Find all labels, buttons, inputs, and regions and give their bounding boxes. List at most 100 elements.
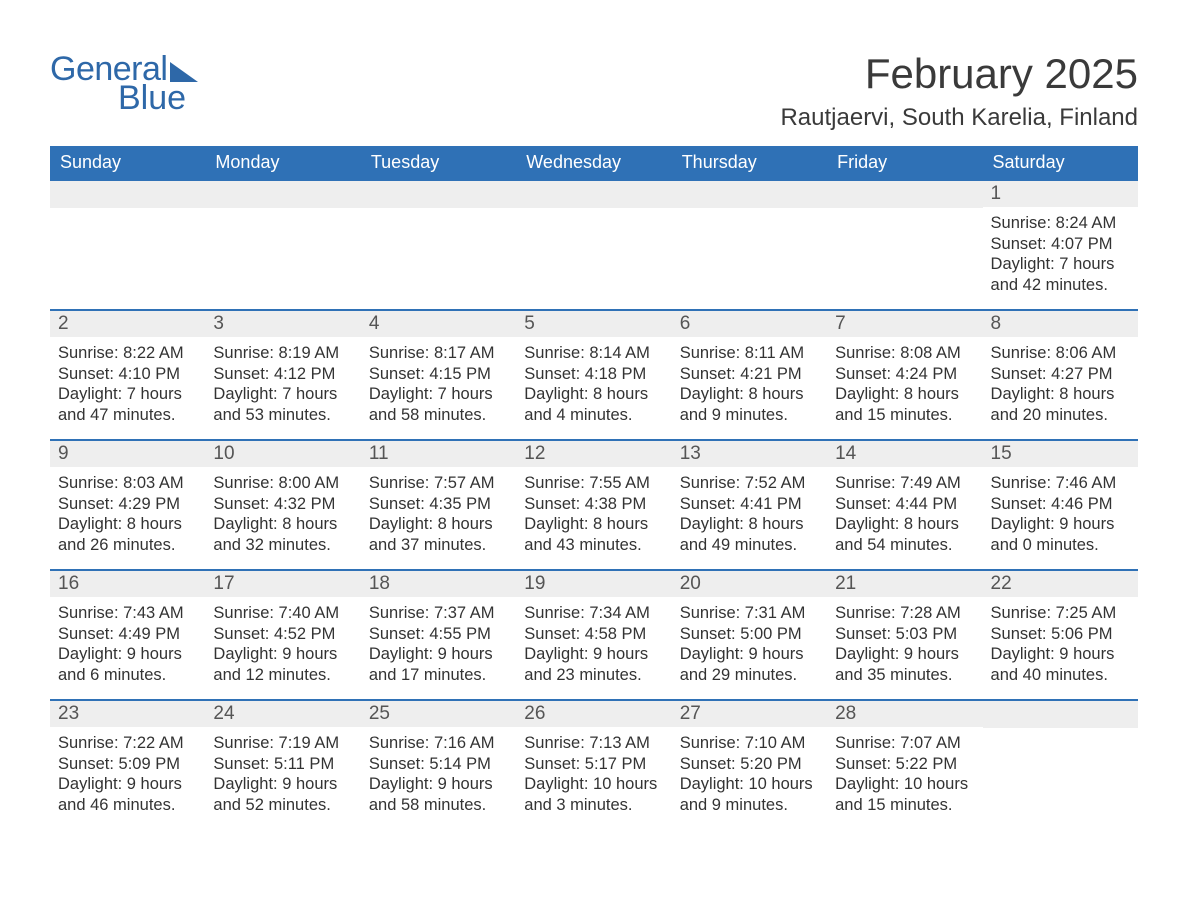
day-body: Sunrise: 7:43 AMSunset: 4:49 PMDaylight:… — [50, 597, 205, 698]
sunrise-line: Sunrise: 7:37 AM — [369, 603, 508, 624]
calendar-day-cell: 8Sunrise: 8:06 AMSunset: 4:27 PMDaylight… — [983, 310, 1138, 440]
location-subtitle: Rautjaervi, South Karelia, Finland — [780, 104, 1138, 132]
sunrise-line: Sunrise: 7:55 AM — [524, 473, 663, 494]
day-number: 16 — [50, 571, 205, 597]
daylight-line: Daylight: 10 hours and 9 minutes. — [680, 774, 819, 815]
empty-day — [827, 181, 982, 208]
daylight-line: Daylight: 7 hours and 53 minutes. — [213, 384, 352, 425]
daylight-line: Daylight: 9 hours and 6 minutes. — [58, 644, 197, 685]
calendar-day-cell: 22Sunrise: 7:25 AMSunset: 5:06 PMDayligh… — [983, 570, 1138, 700]
daylight-line: Daylight: 8 hours and 43 minutes. — [524, 514, 663, 555]
daylight-line: Daylight: 9 hours and 29 minutes. — [680, 644, 819, 685]
day-body: Sunrise: 7:37 AMSunset: 4:55 PMDaylight:… — [361, 597, 516, 698]
calendar-day-cell — [983, 700, 1138, 830]
calendar-day-cell: 1Sunrise: 8:24 AMSunset: 4:07 PMDaylight… — [983, 180, 1138, 310]
daylight-line: Daylight: 7 hours and 47 minutes. — [58, 384, 197, 425]
empty-day — [516, 181, 671, 208]
sunrise-line: Sunrise: 7:19 AM — [213, 733, 352, 754]
calendar-week-row: 16Sunrise: 7:43 AMSunset: 4:49 PMDayligh… — [50, 570, 1138, 700]
sunset-line: Sunset: 4:58 PM — [524, 624, 663, 645]
sunset-line: Sunset: 4:29 PM — [58, 494, 197, 515]
sunrise-line: Sunrise: 7:49 AM — [835, 473, 974, 494]
day-body: Sunrise: 7:46 AMSunset: 4:46 PMDaylight:… — [983, 467, 1138, 568]
sunrise-line: Sunrise: 7:52 AM — [680, 473, 819, 494]
daylight-line: Daylight: 10 hours and 15 minutes. — [835, 774, 974, 815]
empty-day — [983, 701, 1138, 728]
sunrise-line: Sunrise: 8:24 AM — [991, 213, 1130, 234]
daylight-line: Daylight: 9 hours and 58 minutes. — [369, 774, 508, 815]
calendar-day-cell: 11Sunrise: 7:57 AMSunset: 4:35 PMDayligh… — [361, 440, 516, 570]
calendar-day-cell: 13Sunrise: 7:52 AMSunset: 4:41 PMDayligh… — [672, 440, 827, 570]
calendar-day-cell: 7Sunrise: 8:08 AMSunset: 4:24 PMDaylight… — [827, 310, 982, 440]
daylight-line: Daylight: 9 hours and 46 minutes. — [58, 774, 197, 815]
sunset-line: Sunset: 5:00 PM — [680, 624, 819, 645]
sunrise-line: Sunrise: 8:00 AM — [213, 473, 352, 494]
daylight-line: Daylight: 8 hours and 32 minutes. — [213, 514, 352, 555]
day-number: 12 — [516, 441, 671, 467]
daylight-line: Daylight: 7 hours and 42 minutes. — [991, 254, 1130, 295]
daylight-line: Daylight: 8 hours and 15 minutes. — [835, 384, 974, 425]
day-number: 4 — [361, 311, 516, 337]
day-number: 5 — [516, 311, 671, 337]
sunset-line: Sunset: 4:46 PM — [991, 494, 1130, 515]
weekday-header-row: SundayMondayTuesdayWednesdayThursdayFrid… — [50, 146, 1138, 180]
calendar-day-cell — [672, 180, 827, 310]
header: General Blue February 2025 Rautjaervi, S… — [50, 50, 1138, 132]
day-body: Sunrise: 7:07 AMSunset: 5:22 PMDaylight:… — [827, 727, 982, 828]
sunset-line: Sunset: 4:21 PM — [680, 364, 819, 385]
sunrise-line: Sunrise: 7:43 AM — [58, 603, 197, 624]
weekday-header: Saturday — [983, 146, 1138, 180]
calendar-day-cell: 20Sunrise: 7:31 AMSunset: 5:00 PMDayligh… — [672, 570, 827, 700]
day-number: 24 — [205, 701, 360, 727]
day-number: 2 — [50, 311, 205, 337]
day-body: Sunrise: 7:10 AMSunset: 5:20 PMDaylight:… — [672, 727, 827, 828]
daylight-line: Daylight: 8 hours and 9 minutes. — [680, 384, 819, 425]
daylight-line: Daylight: 10 hours and 3 minutes. — [524, 774, 663, 815]
calendar-day-cell: 21Sunrise: 7:28 AMSunset: 5:03 PMDayligh… — [827, 570, 982, 700]
day-body: Sunrise: 7:49 AMSunset: 4:44 PMDaylight:… — [827, 467, 982, 568]
calendar-day-cell: 26Sunrise: 7:13 AMSunset: 5:17 PMDayligh… — [516, 700, 671, 830]
day-number: 3 — [205, 311, 360, 337]
day-body: Sunrise: 7:13 AMSunset: 5:17 PMDaylight:… — [516, 727, 671, 828]
calendar-day-cell: 6 Sunrise: 8:11 AMSunset: 4:21 PMDaylight… — [672, 310, 827, 440]
day-number: 6 — [672, 311, 827, 337]
day-body: Sunrise: 8:22 AMSunset: 4:10 PMDaylight:… — [50, 337, 205, 438]
calendar-day-cell: 14Sunrise: 7:49 AMSunset: 4:44 PMDayligh… — [827, 440, 982, 570]
day-number: 27 — [672, 701, 827, 727]
daylight-line: Daylight: 8 hours and 37 minutes. — [369, 514, 508, 555]
calendar-day-cell: 9Sunrise: 8:03 AMSunset: 4:29 PMDaylight… — [50, 440, 205, 570]
sunrise-line: Sunrise: 8:17 AM — [369, 343, 508, 364]
daylight-line: Daylight: 8 hours and 4 minutes. — [524, 384, 663, 425]
calendar-day-cell — [361, 180, 516, 310]
sunset-line: Sunset: 5:11 PM — [213, 754, 352, 775]
sunset-line: Sunset: 5:22 PM — [835, 754, 974, 775]
daylight-line: Daylight: 9 hours and 35 minutes. — [835, 644, 974, 685]
sunrise-line: Sunrise: 7:13 AM — [524, 733, 663, 754]
month-title: February 2025 — [780, 50, 1138, 98]
sunset-line: Sunset: 4:12 PM — [213, 364, 352, 385]
sunset-line: Sunset: 4:44 PM — [835, 494, 974, 515]
sunset-line: Sunset: 4:24 PM — [835, 364, 974, 385]
daylight-line: Daylight: 9 hours and 0 minutes. — [991, 514, 1130, 555]
day-body: Sunrise: 7:25 AMSunset: 5:06 PMDaylight:… — [983, 597, 1138, 698]
calendar-day-cell: 17Sunrise: 7:40 AMSunset: 4:52 PMDayligh… — [205, 570, 360, 700]
sunset-line: Sunset: 4:35 PM — [369, 494, 508, 515]
calendar-day-cell: 4Sunrise: 8:17 AMSunset: 4:15 PMDaylight… — [361, 310, 516, 440]
day-number: 7 — [827, 311, 982, 337]
day-body: Sunrise: 8:14 AMSunset: 4:18 PMDaylight:… — [516, 337, 671, 438]
weekday-header: Friday — [827, 146, 982, 180]
empty-day — [361, 181, 516, 208]
sunset-line: Sunset: 4:18 PM — [524, 364, 663, 385]
sunrise-line: Sunrise: 8:11 AM — [680, 343, 819, 364]
sunrise-line: Sunrise: 8:14 AM — [524, 343, 663, 364]
day-body: Sunrise: 7:57 AMSunset: 4:35 PMDaylight:… — [361, 467, 516, 568]
day-number: 23 — [50, 701, 205, 727]
calendar-day-cell: 23Sunrise: 7:22 AMSunset: 5:09 PMDayligh… — [50, 700, 205, 830]
weekday-header: Thursday — [672, 146, 827, 180]
empty-day — [672, 181, 827, 208]
sunset-line: Sunset: 5:14 PM — [369, 754, 508, 775]
day-number: 15 — [983, 441, 1138, 467]
day-number: 22 — [983, 571, 1138, 597]
sunrise-line: Sunrise: 8:19 AM — [213, 343, 352, 364]
day-number: 11 — [361, 441, 516, 467]
